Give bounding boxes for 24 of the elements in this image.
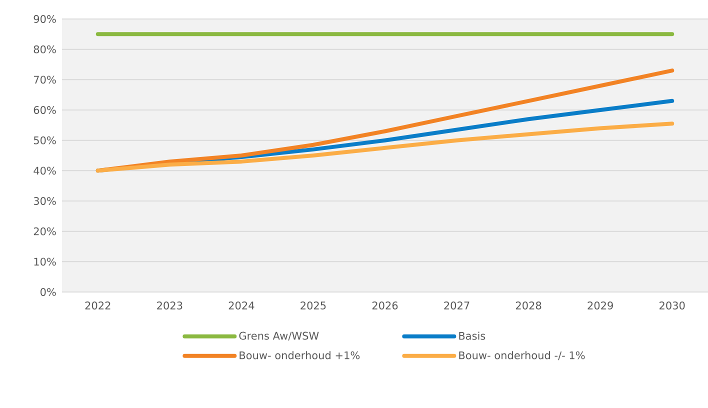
x-tick-label: 2022 — [85, 302, 110, 310]
y-tick-label: 30% — [34, 197, 56, 205]
legend-label: Bouw- onderhoud -/- 1% — [459, 351, 585, 360]
y-tick-label: 90% — [34, 15, 56, 23]
x-tick-label: 2026 — [372, 302, 398, 310]
y-tick-label: 40% — [34, 166, 56, 175]
y-tick-label: 20% — [34, 227, 56, 236]
x-tick-label: 2027 — [444, 302, 470, 310]
legend-label: Grens Aw/WSW — [239, 332, 319, 341]
legend-label: Basis — [459, 332, 486, 340]
y-tick-label: 70% — [34, 76, 56, 84]
y-tick-label: 10% — [34, 258, 56, 266]
x-tick-label: 2030 — [660, 302, 685, 310]
x-tick-label: 2023 — [157, 302, 182, 310]
x-tick-label: 2025 — [300, 302, 326, 310]
y-tick-label: 80% — [34, 45, 56, 54]
y-tick-label: 0% — [40, 288, 56, 296]
x-tick-label: 2028 — [516, 302, 542, 310]
y-tick-label: 60% — [34, 106, 56, 114]
legend-label: Bouw- onderhoud +1% — [240, 351, 360, 360]
x-tick-label: 2024 — [228, 302, 254, 310]
x-tick-label: 2029 — [588, 302, 613, 310]
line-series — [96, 122, 674, 173]
y-tick-label: 50% — [34, 136, 56, 144]
